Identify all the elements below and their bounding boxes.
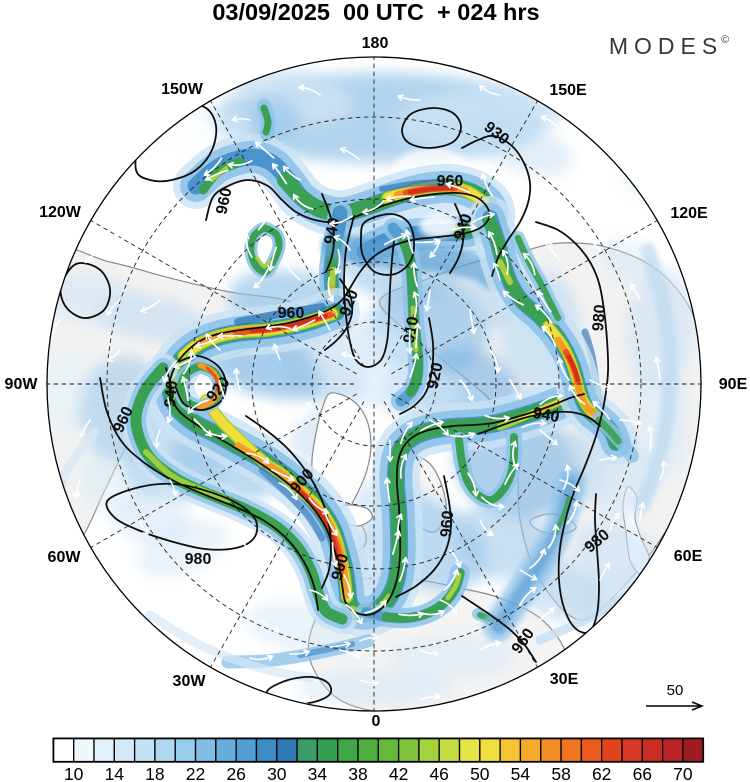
svg-text:180: 180	[362, 35, 389, 52]
svg-text:34: 34	[308, 764, 328, 782]
svg-text:54: 54	[511, 764, 531, 782]
svg-text:940: 940	[162, 380, 181, 408]
svg-text:50: 50	[667, 682, 684, 699]
svg-text:960: 960	[213, 186, 235, 216]
svg-text:14: 14	[105, 764, 125, 782]
svg-text:120E: 120E	[670, 205, 708, 222]
svg-text:980: 980	[185, 551, 212, 568]
svg-text:50: 50	[470, 764, 490, 782]
svg-text:60E: 60E	[674, 548, 703, 565]
svg-text:42: 42	[389, 764, 408, 782]
svg-text:46: 46	[429, 764, 448, 782]
svg-text:66: 66	[633, 764, 652, 782]
svg-text:MODES: MODES	[609, 33, 723, 59]
svg-text:30W: 30W	[173, 673, 207, 690]
svg-text:22: 22	[186, 764, 205, 782]
svg-text:960: 960	[278, 305, 305, 322]
svg-text:38: 38	[348, 764, 367, 782]
svg-text:58: 58	[551, 764, 570, 782]
svg-text:60W: 60W	[48, 549, 82, 566]
svg-text:120W: 120W	[39, 204, 82, 221]
svg-text:940: 940	[531, 405, 560, 426]
svg-text:18: 18	[145, 764, 164, 782]
svg-text:960: 960	[438, 510, 457, 538]
svg-text:150W: 150W	[161, 81, 204, 98]
svg-text:90E: 90E	[719, 376, 748, 393]
svg-text:150E: 150E	[549, 82, 587, 99]
svg-text:26: 26	[226, 764, 245, 782]
svg-text:90W: 90W	[5, 376, 39, 393]
svg-text:960: 960	[437, 173, 464, 190]
svg-text:0: 0	[372, 713, 381, 730]
svg-text:30E: 30E	[550, 671, 579, 688]
svg-text:©: ©	[721, 34, 729, 46]
svg-text:920: 920	[424, 361, 446, 391]
svg-text:03/09/2025 00 UTC + 024 hrs: 03/09/2025 00 UTC + 024 hrs	[212, 0, 539, 25]
svg-text:70: 70	[673, 764, 693, 782]
svg-text:980: 980	[590, 304, 609, 332]
svg-text:62: 62	[592, 764, 611, 782]
svg-text:10: 10	[64, 764, 84, 782]
svg-text:30: 30	[267, 764, 287, 782]
